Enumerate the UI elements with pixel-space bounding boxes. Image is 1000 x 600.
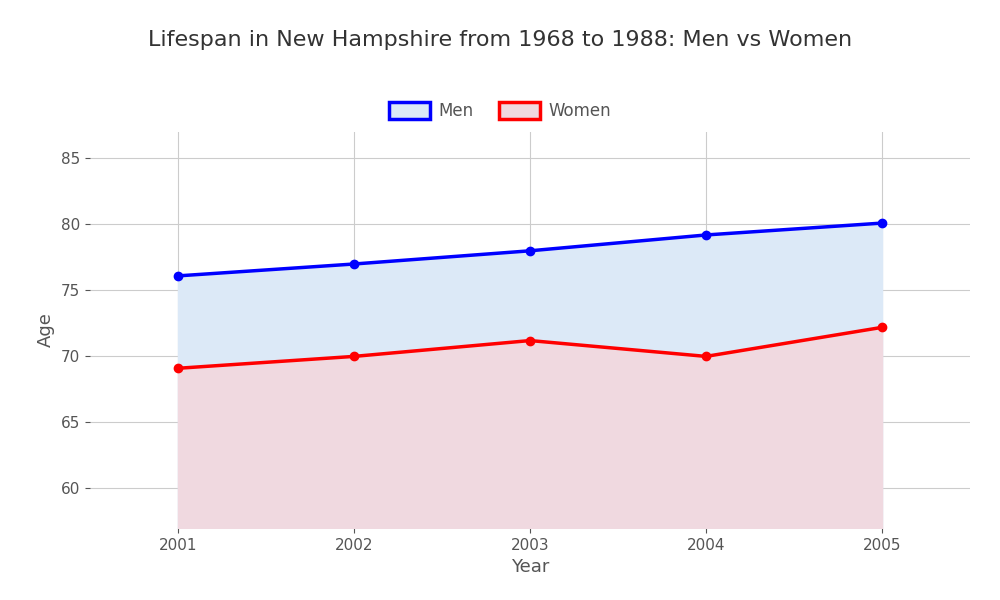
Y-axis label: Age: Age (37, 313, 55, 347)
Text: Lifespan in New Hampshire from 1968 to 1988: Men vs Women: Lifespan in New Hampshire from 1968 to 1… (148, 30, 852, 50)
X-axis label: Year: Year (511, 558, 549, 576)
Legend: Men, Women: Men, Women (382, 95, 618, 127)
